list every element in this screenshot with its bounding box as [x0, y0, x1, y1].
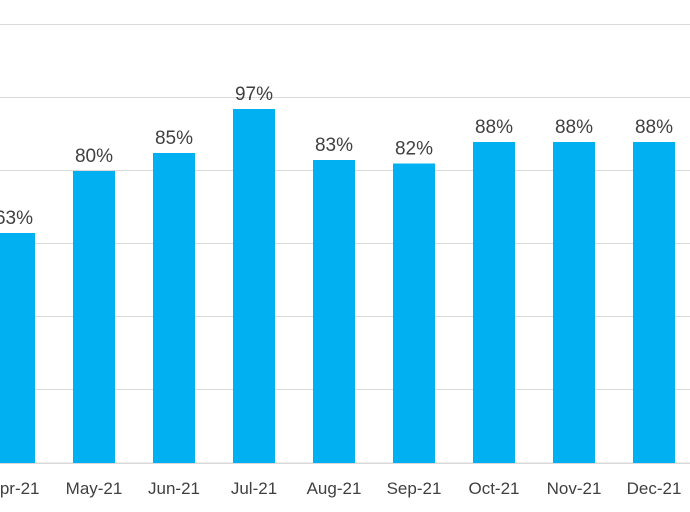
data-labels: 63% 80% 85% 97% 83% 82% 88% 88% 88%: [0, 84, 673, 229]
data-label: 85%: [155, 128, 193, 149]
x-tick-label: Jul-21: [231, 479, 277, 498]
bar-dec-21: [633, 141, 675, 464]
data-label: 63%: [0, 208, 33, 229]
x-tick-label: Aug-21: [307, 479, 362, 498]
bar-may-21: [73, 171, 115, 463]
x-tick-label: Oct-21: [468, 479, 519, 498]
data-label: 97%: [235, 84, 273, 105]
x-tick-label: Jun-21: [148, 479, 200, 498]
data-label: 88%: [635, 117, 673, 138]
x-tick-label: Sep-21: [387, 479, 442, 498]
data-label: 82%: [395, 139, 433, 160]
bar-jun-21: [153, 152, 195, 463]
bar-sep-21: [393, 163, 435, 463]
bar-aug-21: [313, 160, 355, 464]
data-label: 88%: [555, 117, 593, 138]
bar-jul-21: [233, 108, 275, 463]
x-axis-tick-labels: Apr-21 May-21 Jun-21 Jul-21 Aug-21 Sep-21 Oct-…: [0, 479, 681, 498]
data-label: 80%: [75, 146, 113, 167]
x-tick-label: May-21: [66, 479, 123, 498]
x-tick-label: Apr-21: [0, 479, 40, 498]
bar-apr-21: [0, 233, 35, 463]
x-tick-label: Dec-21: [627, 479, 682, 498]
x-tick-label: Nov-21: [547, 479, 602, 498]
bar-nov-21: [553, 141, 595, 464]
data-label: 88%: [475, 117, 513, 138]
bar-oct-21: [473, 141, 515, 464]
data-label: 83%: [315, 135, 353, 156]
bar-series: [0, 108, 675, 464]
